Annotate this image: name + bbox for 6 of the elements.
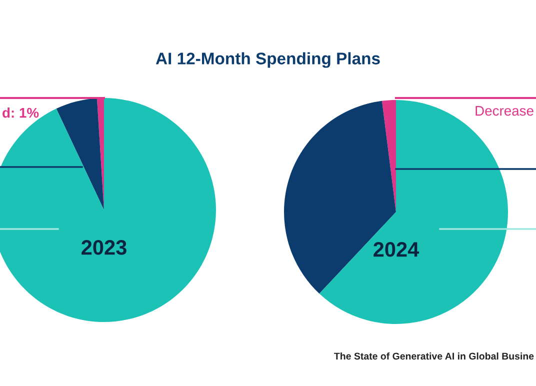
- text: 2024: [374, 242, 420, 257]
- text: Decrease: [476, 106, 534, 116]
- text: 2023: [82, 240, 126, 255]
- text: AI 12-Month Spending Plans: [156, 52, 380, 68]
- text: The State of Generative AI in Global Busine: [334, 352, 534, 360]
- text: d: 1%: [2, 108, 39, 118]
